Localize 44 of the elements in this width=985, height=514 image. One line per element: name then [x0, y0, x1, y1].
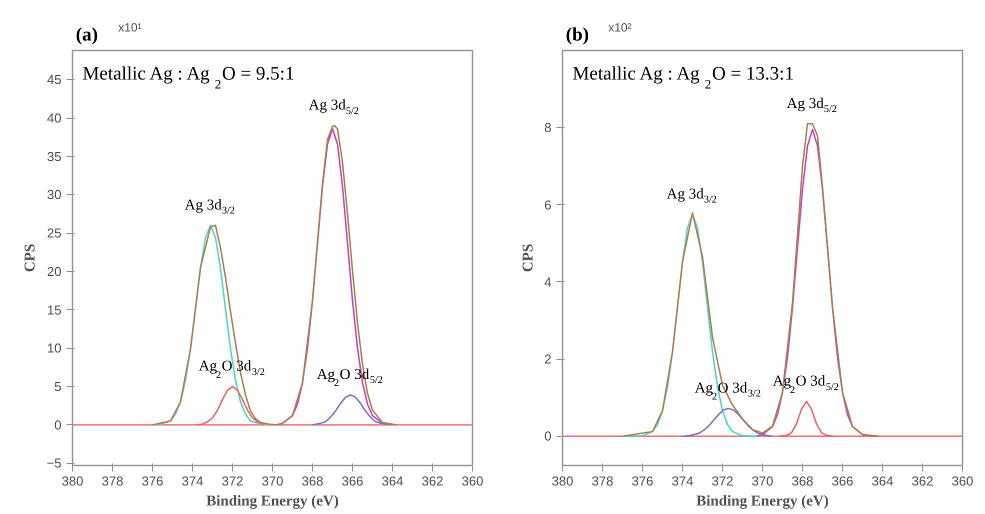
- x-tick-label: 376: [142, 474, 164, 488]
- x-axis-title: Binding Energy (eV): [206, 494, 339, 510]
- y-tick-label: 6: [544, 197, 552, 212]
- y-axis-title: CPS: [520, 244, 536, 272]
- x-tick-label: 370: [752, 474, 774, 488]
- y-tick-label: 35: [47, 148, 62, 164]
- y-tick-label: 40: [47, 110, 62, 126]
- y-axis-title: CPS: [22, 244, 39, 272]
- x-tick-label: 360: [462, 474, 484, 488]
- y-tick-label: 20: [47, 264, 62, 279]
- x-tick-label: 372: [712, 474, 734, 488]
- x-tick-label: 366: [342, 474, 364, 488]
- x-tick-label: 374: [672, 474, 694, 488]
- x-tick-label: 378: [592, 474, 614, 488]
- x-tick-label: 380: [552, 474, 574, 488]
- x-tick-label: 378: [102, 474, 124, 488]
- x-axis-title: Binding Energy (eV): [696, 494, 829, 510]
- x-tick-label: 366: [832, 474, 854, 488]
- y-tick-label: 5: [54, 378, 62, 394]
- x-tick-label: 364: [382, 474, 404, 488]
- y-tick-label: 25: [47, 226, 62, 241]
- y-tick-label: −5: [46, 456, 62, 471]
- y-tick-label: 45: [47, 72, 62, 88]
- y-tick-label: 15: [47, 302, 62, 318]
- y-tick-label: 10: [47, 340, 62, 356]
- y-tick-label: 0: [544, 428, 552, 444]
- x-tick-label: 364: [872, 474, 894, 488]
- x-tick-label: 368: [302, 474, 324, 488]
- text: (a): [76, 24, 98, 46]
- x-tick-label: 380: [62, 474, 84, 488]
- y-tick-label: 4: [544, 274, 552, 290]
- x-tick-label: 372: [222, 474, 244, 488]
- x-tick-label: 362: [422, 474, 444, 488]
- text: (b): [566, 24, 589, 46]
- x-tick-label: 362: [912, 474, 934, 488]
- x-tick-label: 374: [182, 474, 204, 488]
- y-tick-label: 2: [544, 352, 552, 367]
- y-tick-label: 0: [54, 417, 62, 432]
- x-tick-label: 368: [792, 474, 814, 488]
- y-tick-label: 30: [47, 187, 62, 202]
- x-tick-label: 360: [952, 474, 974, 488]
- x-tick-label: 376: [632, 474, 654, 488]
- x-tick-label: 370: [262, 474, 284, 488]
- y-tick-label: 8: [544, 120, 552, 136]
